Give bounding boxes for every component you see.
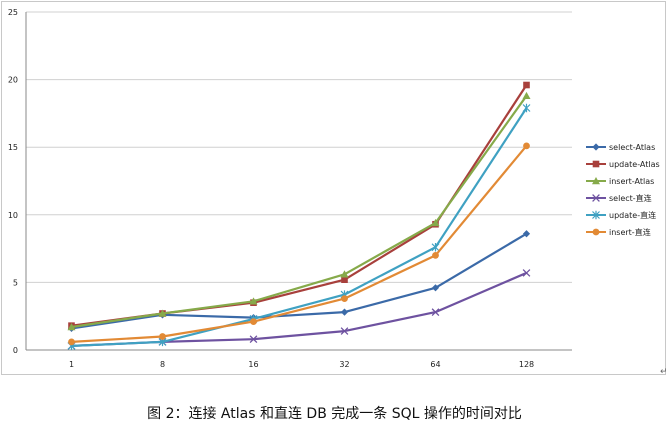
data-point bbox=[340, 327, 349, 335]
series-2 bbox=[67, 91, 531, 331]
data-point bbox=[250, 318, 257, 326]
y-axis-ticks: 0 5 10 15 20 25 bbox=[8, 8, 18, 355]
data-point bbox=[340, 308, 349, 316]
legend: select-Atlas update-Atlas insert-Atlas sele… bbox=[586, 143, 660, 237]
data-point bbox=[158, 309, 167, 317]
legend-label: select-直连 bbox=[609, 193, 652, 203]
series-4 bbox=[67, 103, 531, 351]
corner-mark: ↵ bbox=[660, 367, 668, 377]
x-tick-label: 128 bbox=[519, 360, 534, 369]
legend-item: insert-直连 bbox=[586, 227, 651, 237]
legend-label: insert-Atlas bbox=[609, 177, 654, 186]
data-point bbox=[523, 81, 530, 89]
legend-item: update-Atlas bbox=[586, 160, 660, 169]
data-point bbox=[340, 270, 349, 278]
y-tick-label: 15 bbox=[8, 143, 18, 152]
x-tick-label: 8 bbox=[160, 360, 165, 369]
data-point bbox=[159, 333, 166, 340]
data-point bbox=[431, 218, 440, 227]
data-point bbox=[592, 228, 600, 236]
data-point bbox=[592, 194, 600, 202]
chart-area: 0 5 10 15 20 25 1 8 16 32 64 128 select-Atlas updat… bbox=[1, 1, 666, 375]
data-point bbox=[431, 243, 440, 252]
data-point bbox=[67, 323, 76, 331]
y-tick-label: 20 bbox=[8, 76, 18, 85]
x-axis-ticks: 1 8 16 32 64 128 bbox=[69, 360, 534, 369]
data-point bbox=[432, 251, 439, 259]
y-tick-label: 10 bbox=[8, 211, 18, 220]
data-point bbox=[592, 210, 600, 220]
x-tick-label: 64 bbox=[430, 360, 440, 369]
data-point bbox=[341, 276, 348, 283]
data-point bbox=[341, 295, 348, 303]
y-tick-label: 25 bbox=[8, 8, 18, 17]
data-point bbox=[523, 142, 530, 150]
x-tick-label: 1 bbox=[69, 360, 74, 369]
series-line bbox=[71, 107, 528, 347]
legend-label: select-Atlas bbox=[609, 143, 655, 152]
series-line bbox=[71, 232, 528, 330]
legend-item: select-Atlas bbox=[586, 143, 655, 152]
data-point bbox=[522, 230, 531, 238]
legend-label: update-直连 bbox=[609, 210, 656, 220]
series-5 bbox=[68, 142, 530, 346]
data-point bbox=[249, 335, 258, 344]
figure-caption: 图 2：连接 Atlas 和直连 DB 完成一条 SQL 操作的时间对比 bbox=[147, 406, 522, 422]
legend-item: insert-Atlas bbox=[586, 177, 654, 186]
data-point bbox=[522, 269, 531, 277]
legend-item: update-直连 bbox=[586, 210, 656, 220]
legend-label: update-Atlas bbox=[609, 160, 660, 169]
series-line bbox=[71, 145, 528, 343]
data-point bbox=[522, 91, 531, 100]
legend-item: select-直连 bbox=[586, 193, 652, 203]
y-tick-label: 5 bbox=[13, 278, 18, 287]
series-line bbox=[71, 84, 528, 327]
legend-label: insert-直连 bbox=[609, 227, 651, 237]
x-tick-label: 16 bbox=[248, 360, 258, 369]
gridlines bbox=[25, 11, 572, 351]
series-line bbox=[71, 95, 528, 329]
data-point bbox=[592, 143, 600, 151]
line-chart: 0 5 10 15 20 25 1 8 16 32 64 128 select-Atlas updat… bbox=[8, 8, 660, 369]
series-lines bbox=[67, 81, 531, 351]
y-tick-label: 0 bbox=[13, 346, 18, 355]
data-point bbox=[592, 177, 600, 185]
data-point bbox=[592, 160, 600, 168]
data-point bbox=[249, 297, 258, 305]
data-point bbox=[431, 308, 440, 317]
series-1 bbox=[68, 81, 530, 329]
data-point bbox=[68, 338, 75, 346]
x-tick-label: 32 bbox=[339, 360, 349, 369]
data-point bbox=[431, 284, 440, 292]
data-point bbox=[522, 103, 531, 113]
